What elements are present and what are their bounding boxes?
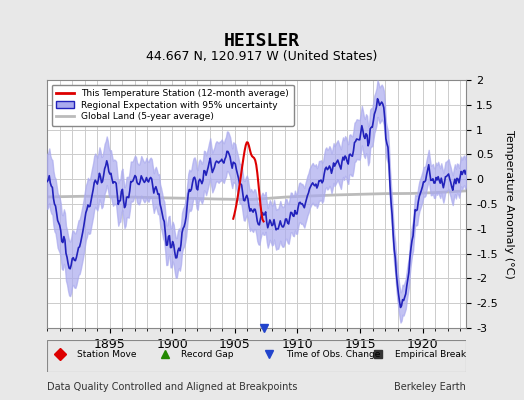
Text: Record Gap: Record Gap [181, 350, 234, 359]
Text: Empirical Break: Empirical Break [395, 350, 466, 359]
Text: 44.667 N, 120.917 W (United States): 44.667 N, 120.917 W (United States) [146, 50, 378, 63]
Text: HEISLER: HEISLER [224, 32, 300, 50]
Text: Time of Obs. Change: Time of Obs. Change [286, 350, 380, 359]
Text: Berkeley Earth: Berkeley Earth [395, 382, 466, 392]
Legend: This Temperature Station (12-month average), Regional Expectation with 95% uncer: This Temperature Station (12-month avera… [52, 84, 294, 126]
Y-axis label: Temperature Anomaly (°C): Temperature Anomaly (°C) [505, 130, 515, 278]
Text: Data Quality Controlled and Aligned at Breakpoints: Data Quality Controlled and Aligned at B… [47, 382, 298, 392]
Text: Station Move: Station Move [77, 350, 136, 359]
